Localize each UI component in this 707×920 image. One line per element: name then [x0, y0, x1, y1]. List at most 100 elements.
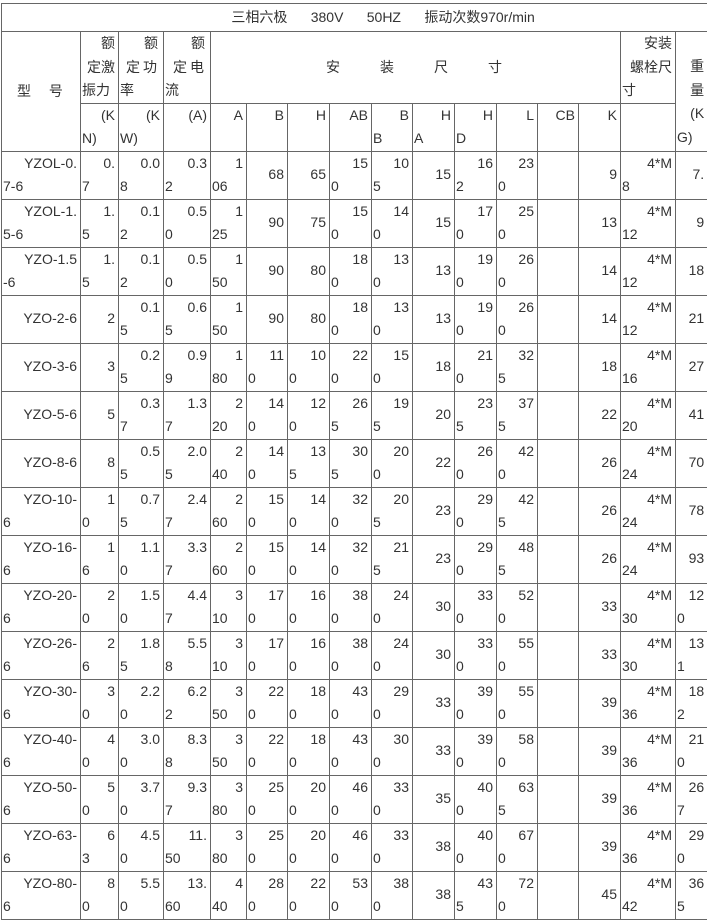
cell-value: 330 — [456, 584, 493, 631]
cell-value: 0.50 — [165, 248, 207, 295]
table-cell: 0.99 — [164, 343, 211, 391]
table-cell: 365 — [676, 871, 707, 919]
cell-value: 4*M30 — [622, 584, 672, 631]
cell-value: 380 — [212, 776, 243, 823]
cell-value: 4*M24 — [622, 440, 672, 487]
cell-value: 150 — [212, 296, 243, 343]
table-title: 三相六极 380V 50HZ 振动次数970r/min — [2, 4, 707, 32]
cell-value: YZOL-0.7-6 — [3, 152, 77, 199]
cell-value: 4*M36 — [622, 824, 672, 871]
table-cell: 140 — [288, 535, 330, 583]
table-cell: 380 — [211, 775, 247, 823]
cell-value: 150 — [373, 344, 409, 391]
cell-value: 520 — [498, 584, 534, 631]
cell-value: 220 — [331, 344, 368, 391]
cell-value: 420 — [498, 440, 534, 487]
table-cell: 4*M36 — [621, 679, 676, 727]
table-cell: 22 — [413, 439, 455, 487]
table-cell: 0.50 — [164, 199, 211, 247]
table-cell: 9.37 — [164, 775, 211, 823]
table-cell: 50 — [81, 775, 119, 823]
table-cell: 180 — [211, 343, 247, 391]
title-row: 三相六极 380V 50HZ 振动次数970r/min — [2, 4, 707, 32]
cell-value: 180 — [289, 680, 326, 727]
table-cell: 39 — [579, 727, 621, 775]
cell-value: 170 — [248, 584, 284, 631]
cell-value: 290 — [677, 824, 704, 871]
cell-value: 265 — [331, 392, 368, 439]
cell-value: 30 — [414, 643, 451, 667]
cell-value: 39 — [580, 787, 617, 811]
cell-value: 90 — [248, 259, 284, 283]
table-cell: 2.05 — [164, 439, 211, 487]
cell-value: 13.60 — [165, 872, 207, 919]
table-cell: 13 — [413, 247, 455, 295]
cell-value: 35 — [414, 787, 451, 811]
table-cell: 240 — [211, 439, 247, 487]
cell-value: 106 — [212, 152, 243, 199]
table-cell: 90 — [247, 199, 288, 247]
table-cell: 160 — [288, 631, 330, 679]
table-cell: 250 — [247, 775, 288, 823]
table-cell: 150 — [330, 151, 372, 199]
table-cell: 5.50 — [119, 871, 164, 919]
table-cell: 220 — [288, 871, 330, 919]
cell-value: 8.38 — [165, 728, 207, 775]
table-cell: 18 — [413, 343, 455, 391]
table-cell: 330 — [455, 631, 497, 679]
table-cell: 3 — [81, 343, 119, 391]
table-cell: 3.00 — [119, 727, 164, 775]
table-cell: 310 — [211, 631, 247, 679]
table-cell — [538, 295, 579, 343]
unit-header: HA — [413, 103, 455, 151]
table-cell: 670 — [497, 823, 538, 871]
cell-value: 33 — [414, 739, 451, 763]
table-cell: 265 — [330, 391, 372, 439]
cell-value: 4*M12 — [622, 200, 672, 247]
cell-value: 350 — [212, 680, 243, 727]
table-cell: 4.50 — [119, 823, 164, 871]
table-cell: 33 — [413, 727, 455, 775]
table-cell: 0.15 — [119, 295, 164, 343]
cell-value: 4*M20 — [622, 392, 672, 439]
table-cell: 160 — [288, 583, 330, 631]
table-cell: 390 — [455, 679, 497, 727]
table-cell — [538, 583, 579, 631]
table-cell: 2.20 — [119, 679, 164, 727]
cell-value: 670 — [498, 824, 534, 871]
cell-value: 290 — [456, 536, 493, 583]
table-cell: 4*M16 — [621, 343, 676, 391]
unit-header: HD — [455, 103, 497, 151]
table-cell: 260 — [455, 439, 497, 487]
cell-value: 260 — [212, 536, 243, 583]
cell-value: 220 — [289, 872, 326, 919]
table-cell: 200 — [288, 775, 330, 823]
table-cell: 400 — [455, 775, 497, 823]
cell-value: 180 — [331, 248, 368, 295]
cell-value: 400 — [456, 776, 493, 823]
table-cell: 305 — [330, 439, 372, 487]
cell-value: 45 — [580, 883, 617, 907]
cell-value: 220 — [248, 680, 284, 727]
cell-value: 33 — [414, 691, 451, 715]
table-cell: 8 — [81, 439, 119, 487]
table-cell: 195 — [372, 391, 413, 439]
unit-header: (A) — [164, 103, 211, 151]
table-cell: 5.58 — [164, 631, 211, 679]
cell-value: 63 — [82, 824, 115, 871]
model-cell: YZO-50-6 — [2, 775, 81, 823]
table-cell: 4*M36 — [621, 823, 676, 871]
cell-value: 13 — [414, 259, 451, 283]
table-cell: 80 — [81, 871, 119, 919]
table-cell: 27 — [676, 343, 707, 391]
header-current: 额定电流 — [164, 32, 211, 104]
table-cell: 80 — [288, 295, 330, 343]
table-cell — [538, 535, 579, 583]
cell-value: 182 — [677, 680, 704, 727]
cell-value: 220 — [212, 392, 243, 439]
table-cell: 210 — [676, 727, 707, 775]
unit-label: H — [289, 104, 326, 128]
